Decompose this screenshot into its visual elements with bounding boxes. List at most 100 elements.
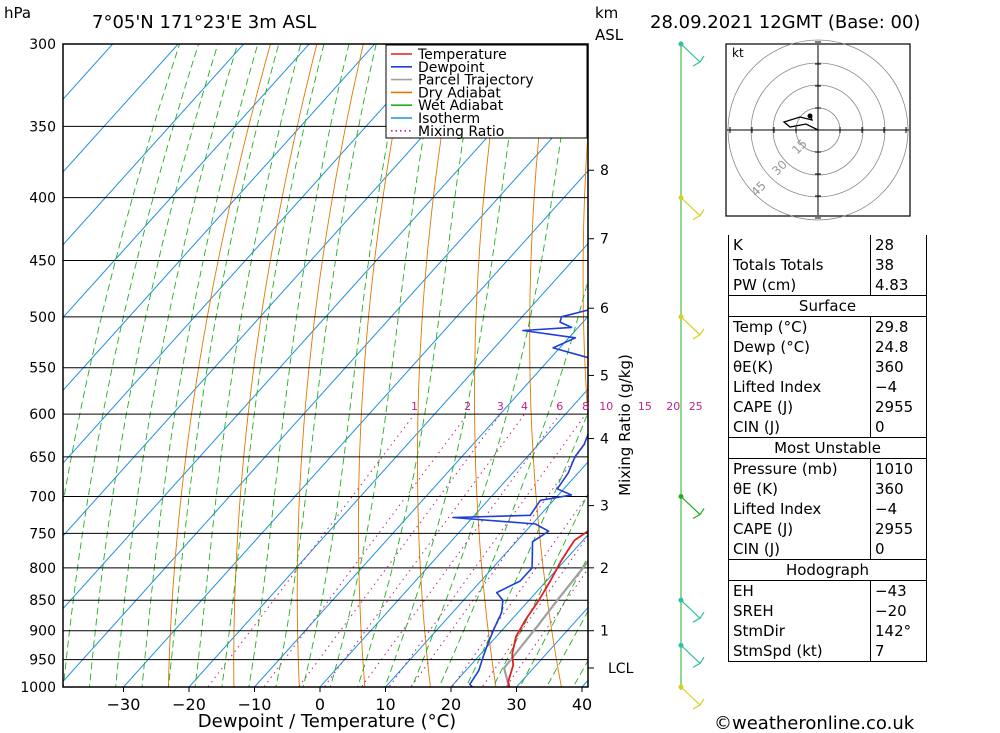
wet-adiabat-line — [546, 610, 588, 687]
wet-adiabat-line — [115, 44, 239, 687]
y-tick-label: 750 — [29, 526, 56, 542]
pressure-unit: hPa — [4, 4, 31, 22]
wet-adiabat-line — [89, 44, 219, 687]
km-tick-label: 1 — [600, 624, 609, 640]
surface-row: Lifted Index −4 — [728, 377, 927, 397]
hodograph-trace — [782, 113, 819, 131]
y-tick-label: 650 — [29, 450, 56, 466]
dry-adiabat-line — [916, 0, 1000, 713]
isotherm-line — [122, 170, 588, 687]
temperature-line — [507, 529, 588, 687]
y-tick-label: 1000 — [20, 680, 56, 696]
mixing-ratio-label: 25 — [689, 400, 703, 413]
y-tick-label: 300 — [29, 37, 56, 53]
dewpoint-line — [452, 309, 588, 687]
most-unstable-row: Lifted Index −4 — [728, 499, 927, 519]
height-unit-asl: ASL — [595, 26, 624, 44]
km-tick-label: 6 — [600, 301, 609, 317]
dry-adiabat-line — [635, 0, 700, 713]
y-tick-label: 450 — [29, 254, 56, 270]
wet-adiabat-line — [411, 44, 575, 687]
x-axis-label: Dewpoint / Temperature (°C) — [198, 711, 456, 732]
isotherm-line — [63, 44, 376, 392]
y-tick-label: 400 — [29, 191, 56, 207]
x-tick-label: 20 — [441, 695, 461, 714]
y-tick-label: 500 — [29, 310, 56, 326]
index-row: PW (cm) 4.83 — [728, 275, 927, 296]
isotherm-line — [384, 461, 588, 687]
wet-adiabat-line — [519, 555, 588, 687]
location-title: 7°05'N 171°23'E 3m ASL — [92, 12, 316, 33]
datetime-title: 28.09.2021 12GMT (Base: 00) — [650, 12, 920, 33]
wet-adiabat-line — [248, 44, 350, 687]
surface-row: CAPE (J) 2955 — [728, 397, 927, 417]
mixing-ratio-label: 3 — [497, 400, 504, 413]
y-tick-label: 600 — [29, 407, 56, 423]
surface-row: Temp (°C) 29.8 — [728, 316, 927, 337]
height-unit-km: km — [595, 4, 618, 22]
mixing-ratio-axis-label: Mixing Ratio (g/kg) — [616, 354, 634, 496]
most-unstable-row: CIN (J) 0 — [728, 539, 927, 560]
surface-header: Surface — [728, 295, 927, 317]
mixing-ratio-line — [388, 413, 587, 687]
isotherm-line — [450, 534, 588, 687]
hodograph-row: EH −43 — [728, 580, 927, 601]
y-tick-label: 700 — [29, 490, 56, 506]
mixing-ratio-label: 10 — [599, 400, 613, 413]
mixing-ratio-line — [410, 438, 588, 687]
most-unstable-row: θE (K) 360 — [728, 479, 927, 499]
hodograph-row: SREH −20 — [728, 601, 927, 621]
plot-frame — [62, 43, 589, 688]
isotherm-line — [188, 242, 588, 687]
axis-labels: 3003504004505005506006507007508008509009… — [20, 37, 702, 714]
wet-adiabat-line — [492, 492, 588, 687]
km-tick-label: 5 — [600, 368, 609, 384]
wind-barb — [680, 496, 705, 520]
indices-table: K 28 Totals Totals 38 PW (cm) 4.83 Surface Temp… — [728, 235, 927, 662]
mixing-ratio-line — [207, 413, 415, 687]
isotherm-line — [63, 44, 310, 319]
mixing-ratio-line — [505, 568, 588, 687]
wet-adiabat-line — [302, 44, 407, 687]
wet-adiabat-line — [221, 44, 325, 687]
y-tick-label: 950 — [29, 653, 56, 669]
isotherm-line — [63, 44, 114, 100]
legend-label: Temperature — [417, 47, 507, 63]
wet-adiabat-line — [63, 44, 200, 687]
legend-label: Wet Adiabat — [418, 98, 504, 114]
data-series — [452, 309, 588, 687]
mixing-ratio-line — [451, 493, 588, 687]
mixing-ratio-label: 15 — [638, 400, 652, 413]
legend-label: Dewpoint — [418, 60, 485, 76]
km-tick-label: LCL — [608, 661, 634, 677]
legend-label: Isotherm — [418, 111, 480, 127]
y-tick-label: 350 — [29, 119, 56, 135]
wind-barb — [680, 316, 705, 340]
wind-barb — [680, 644, 705, 668]
mixing-ratio-label: 6 — [556, 400, 563, 413]
x-tick-label: 0 — [315, 695, 325, 714]
surface-row: Dewp (°C) 24.8 — [728, 337, 927, 357]
legend-label: Parcel Trajectory — [418, 73, 534, 89]
surface-row: CIN (J) 0 — [728, 417, 927, 438]
hodograph-header: Hodograph — [728, 559, 927, 581]
isotherm-line — [63, 97, 588, 683]
hodograph-storm-dot — [807, 113, 813, 119]
hodograph-row: StmSpd (kt) 7 — [728, 641, 927, 662]
isobars — [63, 43, 588, 688]
wind-barb — [680, 197, 705, 221]
hodograph-row: StmDir 142° — [728, 621, 927, 641]
mixing-ratio-line — [360, 413, 561, 687]
km-tick-label: 4 — [600, 432, 609, 448]
km-tick-label: 2 — [600, 561, 609, 577]
mixing-ratio-line — [297, 413, 501, 687]
legend-label: Mixing Ratio — [418, 124, 504, 140]
mixing-ratio-label: 1 — [411, 400, 418, 413]
mixing-ratio-line — [323, 413, 525, 687]
surface-row: θE(K) 360 — [728, 357, 927, 377]
x-tick-label: −20 — [172, 695, 206, 714]
y-tick-label: 900 — [29, 624, 56, 640]
